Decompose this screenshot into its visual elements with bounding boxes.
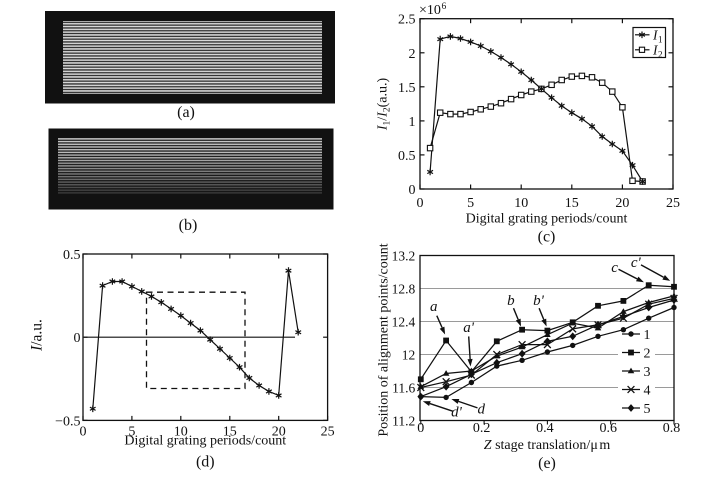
svg-text:1.5: 1.5	[398, 81, 416, 96]
svg-text:b': b'	[533, 293, 545, 309]
svg-text:Position of alignment points/c: Position of alignment points/count	[377, 243, 392, 436]
svg-text:12: 12	[402, 348, 416, 363]
svg-text:a: a	[430, 299, 438, 315]
svg-text:5: 5	[128, 425, 135, 440]
svg-text:2: 2	[658, 49, 663, 59]
svg-text:I: I	[652, 42, 659, 57]
svg-text:(e): (e)	[538, 455, 556, 472]
svg-text:1: 1	[409, 115, 416, 130]
svg-text:2: 2	[644, 346, 651, 361]
svg-text:20: 20	[272, 425, 286, 440]
svg-text:0.6: 0.6	[599, 421, 617, 436]
svg-text:25: 25	[666, 196, 680, 211]
svg-text:d: d	[478, 402, 486, 418]
svg-text:Z stage translation/μm: Z stage translation/μ m	[484, 438, 611, 453]
svg-text:0: 0	[417, 421, 424, 436]
svg-text:Digital grating periods/count: Digital grating periods/count	[466, 212, 628, 227]
svg-text:13.2: 13.2	[392, 249, 416, 264]
svg-text:0: 0	[417, 196, 424, 211]
svg-text:5: 5	[644, 402, 651, 417]
svg-text:0.2: 0.2	[473, 421, 491, 436]
svg-text:0: 0	[80, 425, 87, 440]
svg-text:(d): (d)	[196, 454, 215, 471]
svg-text:0.5: 0.5	[63, 248, 81, 263]
svg-text:×10: ×10	[419, 3, 441, 18]
svg-text:2: 2	[409, 47, 416, 62]
svg-text:15: 15	[223, 425, 237, 440]
svg-text:15: 15	[565, 196, 579, 211]
svg-text:b: b	[507, 293, 515, 309]
svg-text:0.5: 0.5	[398, 149, 416, 164]
svg-text:(c): (c)	[538, 229, 556, 246]
svg-text:0.4: 0.4	[536, 421, 554, 436]
svg-text:12.4: 12.4	[392, 315, 416, 330]
svg-text:(a): (a)	[177, 104, 195, 121]
svg-text:25: 25	[321, 425, 335, 440]
svg-text:3: 3	[644, 365, 651, 380]
svg-text:0: 0	[409, 183, 416, 198]
svg-text:20: 20	[615, 196, 629, 211]
svg-text:10: 10	[174, 425, 188, 440]
svg-text:0: 0	[74, 331, 81, 346]
svg-text:12.8: 12.8	[392, 282, 416, 297]
svg-text:11.6: 11.6	[392, 381, 415, 396]
svg-text:4: 4	[644, 383, 651, 398]
svg-text:(b): (b)	[179, 217, 198, 234]
svg-text:1: 1	[658, 34, 663, 44]
svg-text:10: 10	[514, 196, 528, 211]
svg-text:I: I	[652, 27, 659, 42]
svg-text:c': c'	[631, 255, 642, 271]
svg-text:−0.5: −0.5	[55, 414, 80, 429]
svg-text:6: 6	[442, 2, 447, 12]
svg-text:1: 1	[644, 328, 651, 343]
svg-text:2.5: 2.5	[398, 13, 416, 28]
svg-text:11.2: 11.2	[392, 414, 415, 429]
svg-text:I/a.u.: I/a.u.	[29, 319, 46, 352]
svg-text:a': a'	[463, 320, 475, 336]
svg-text:0.8: 0.8	[663, 421, 681, 436]
svg-text:d': d'	[451, 405, 463, 421]
svg-text:5: 5	[467, 196, 474, 211]
svg-text:I1/I2(a.u.): I1/I2(a.u.)	[376, 78, 393, 132]
svg-text:c: c	[611, 260, 618, 276]
svg-text:Digital grating periods/count: Digital grating periods/count	[124, 434, 286, 449]
